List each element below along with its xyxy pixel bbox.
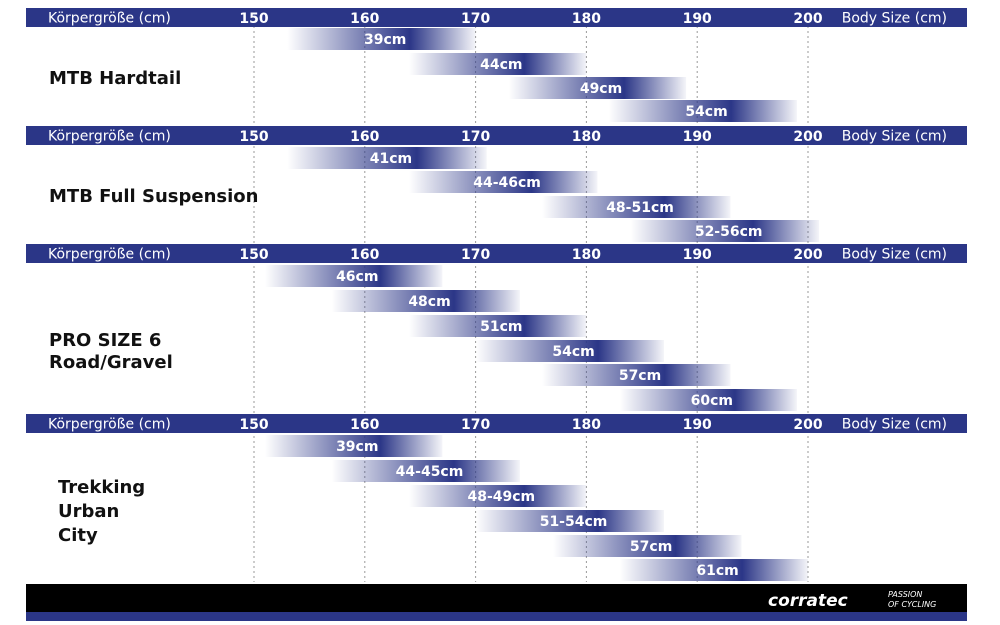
footer-bar	[26, 584, 967, 612]
section-label: PRO SIZE 6	[49, 330, 161, 351]
size-bar-label: 48cm	[408, 294, 450, 310]
axis-left-label: Körpergröße (cm)	[48, 129, 171, 145]
size-bar	[409, 53, 587, 75]
size-bar-label: 51cm	[480, 319, 522, 335]
tick-label-200: 200	[793, 129, 822, 145]
brand-tagline-1: PASSION	[888, 590, 922, 599]
tick-label-160: 160	[350, 129, 379, 145]
tick-label-160: 160	[350, 247, 379, 263]
size-bar-label: 44cm	[480, 57, 522, 73]
size-bar	[619, 559, 808, 581]
size-bar-label: 61cm	[696, 563, 738, 579]
tick-label-180: 180	[572, 11, 601, 27]
tick-label-150: 150	[239, 11, 268, 27]
tick-label-200: 200	[793, 247, 822, 263]
size-bar	[619, 389, 797, 411]
tick-label-170: 170	[461, 247, 490, 263]
size-bar-label: 60cm	[691, 393, 733, 409]
tick-label-170: 170	[461, 11, 490, 27]
brand-logo: corratec	[768, 591, 848, 611]
size-bar	[409, 171, 598, 193]
section-label: MTB Hardtail	[49, 68, 181, 89]
tick-label-150: 150	[239, 129, 268, 145]
size-bar	[331, 290, 520, 312]
size-bar	[287, 147, 487, 169]
size-bar-label: 51-54cm	[540, 514, 608, 530]
size-bar-label: 52-56cm	[695, 224, 763, 240]
size-bar-label: 48-49cm	[467, 489, 535, 505]
axis-header-bar	[26, 414, 967, 433]
axis-left-label: Körpergröße (cm)	[48, 247, 171, 263]
size-bar-label: 44-45cm	[396, 464, 464, 480]
size-bar-label: 41cm	[370, 151, 412, 167]
tick-label-190: 190	[683, 129, 712, 145]
axis-right-label: Body Size (cm)	[842, 11, 947, 27]
size-bar	[475, 340, 664, 362]
size-bar-label: 57cm	[630, 539, 672, 555]
size-bar	[265, 435, 443, 457]
axis-header-bar	[26, 126, 967, 145]
size-bar	[542, 364, 731, 386]
tick-label-180: 180	[572, 247, 601, 263]
section-2: Körpergröße (cm) Body Size (cm) 150 160 170 1…	[26, 126, 967, 242]
tick-label-160: 160	[350, 11, 379, 27]
size-bar-label: 54cm	[685, 104, 727, 120]
section-label: Road/Gravel	[49, 352, 173, 373]
section-1: Körpergröße (cm) Body Size (cm) 150 160 170 1…	[26, 8, 967, 122]
tick-label-180: 180	[572, 129, 601, 145]
size-bar	[287, 28, 476, 50]
tick-label-170: 170	[461, 129, 490, 145]
section-label: MTB Full Suspension	[49, 186, 258, 207]
axis-right-label: Body Size (cm)	[842, 129, 947, 145]
axis-header-bar	[26, 244, 967, 263]
tick-label-190: 190	[683, 11, 712, 27]
brand-tagline-2: OF CYCLING	[888, 600, 936, 609]
tick-label-170: 170	[461, 417, 490, 433]
section-4: Körpergröße (cm) Body Size (cm) 150 160 170 1…	[26, 414, 967, 581]
footer-accent-line	[26, 612, 967, 621]
axis-header-bar	[26, 8, 967, 27]
tick-label-190: 190	[683, 247, 712, 263]
size-bar	[265, 265, 443, 287]
size-bar-label: 48-51cm	[606, 200, 674, 216]
axis-left-label: Körpergröße (cm)	[48, 417, 171, 433]
section-label: City	[58, 525, 98, 546]
tick-label-200: 200	[793, 417, 822, 433]
section-label: Urban	[58, 501, 119, 522]
tick-label-150: 150	[239, 417, 268, 433]
size-bar	[409, 485, 587, 507]
size-bar-label: 39cm	[336, 439, 378, 455]
size-bar-label: 44-46cm	[473, 175, 541, 191]
section-label: Trekking	[58, 477, 145, 498]
axis-right-label: Body Size (cm)	[842, 417, 947, 433]
size-bar	[409, 315, 587, 337]
size-bar-label: 54cm	[552, 344, 594, 360]
axis-left-label: Körpergröße (cm)	[48, 11, 171, 27]
size-bar	[542, 196, 731, 218]
tick-label-160: 160	[350, 417, 379, 433]
axis-right-label: Body Size (cm)	[842, 247, 947, 263]
size-bar	[331, 460, 520, 482]
tick-label-180: 180	[572, 417, 601, 433]
size-bar	[508, 77, 687, 99]
tick-label-150: 150	[239, 247, 268, 263]
size-bar	[608, 100, 797, 122]
size-bar-label: 57cm	[619, 368, 661, 384]
size-bar-label: 39cm	[364, 32, 406, 48]
section-3: Körpergröße (cm) Body Size (cm) 150 160 170 1…	[26, 244, 967, 411]
size-bar-label: 46cm	[336, 269, 378, 285]
size-bar	[553, 535, 742, 557]
tick-label-190: 190	[683, 417, 712, 433]
footer: corratec PASSION OF CYCLING	[26, 584, 967, 621]
tick-label-200: 200	[793, 11, 822, 27]
size-bar	[475, 510, 664, 532]
size-bar	[630, 220, 820, 242]
size-bar-label: 49cm	[580, 81, 622, 97]
